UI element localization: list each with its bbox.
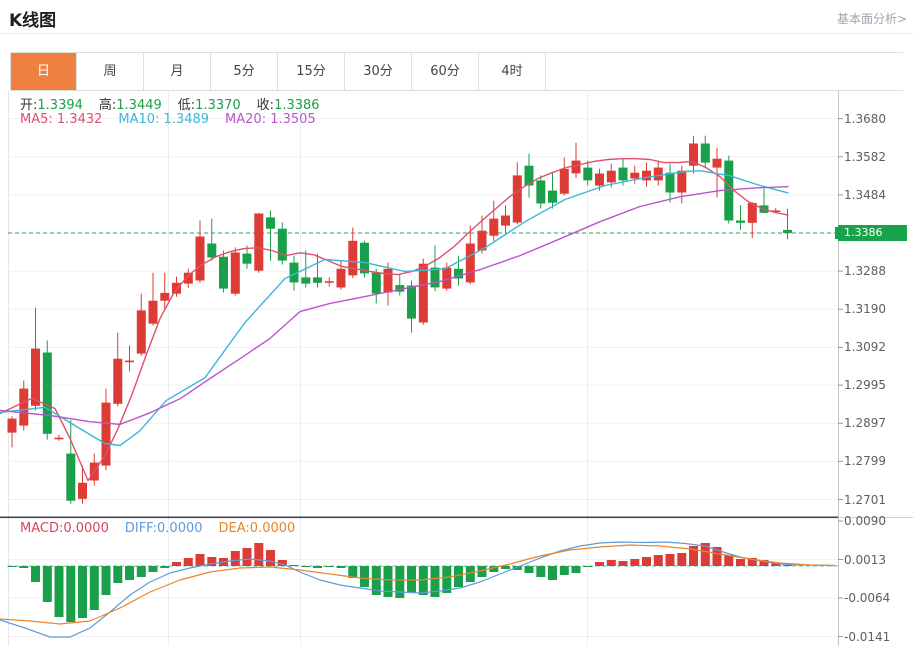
ma-item-3: MA20: 1.3505 [225,112,316,127]
price-axis-label: 1.3190 [844,302,886,317]
ma-item-2: MA10: 1.3489 [118,112,210,127]
ohlc-item-2: 高:1.3449 [98,98,162,113]
price-axis-label: 1.2799 [844,454,886,469]
macd-item-3: DEA:0.0000 [218,521,296,536]
period-tabbar: 日周月 5分 15分 30分 60分 4时 [10,52,903,91]
period-tab-1[interactable]: 日 [10,53,77,90]
page-title: K线图 [9,11,57,31]
macd-axis-label: 0.0013 [844,552,886,567]
price-axis-label: 1.2897 [844,416,886,431]
fundamental-analysis-link[interactable]: 基本面分析> [836,12,907,26]
period-tab-6[interactable]: 30分 [345,53,412,90]
price-axis-label: 1.3288 [844,264,886,279]
macd-axis-label: 0.0090 [844,514,886,528]
ohlc-legend: 开:1.3394 高:1.3449 低:1.3370 收:1.3386 [20,94,336,113]
ohlc-item-1: 开:1.3394 [20,98,83,113]
macd-item-1: MACD:0.0000 [20,521,109,536]
period-tab-8[interactable]: 4时 [479,53,546,90]
macd-axis-label: -0.0141 [844,629,891,644]
price-axis-label: 1.3582 [844,149,886,164]
ohlc-item-3: 低:1.3370 [177,98,241,113]
period-tab-5[interactable]: 15分 [278,53,345,90]
price-axis-label: 1.3092 [844,340,886,355]
price-axis-label: 1.3484 [844,187,886,202]
macd-legend: MACD:0.0000 DIFF:0.0000 DEA:0.0000 [20,521,311,536]
price-axis-label: 1.2701 [844,492,886,507]
period-tab-4[interactable]: 5分 [211,53,278,90]
price-axis-label: 1.3680 [844,111,886,126]
ma-item-1: MA5: 1.3432 [20,112,103,127]
ma-legend: MA5: 1.3432 MA10: 1.3489 MA20: 1.3505 [20,112,332,127]
last-price-pill: 1.3386 [838,225,907,241]
period-tab-2[interactable]: 周 [77,53,144,90]
price-axis-label: 1.2995 [844,378,886,393]
header-divider [0,33,913,34]
period-tab-7[interactable]: 60分 [412,53,479,90]
macd-item-2: DIFF:0.0000 [124,521,203,536]
ohlc-item-4: 收:1.3386 [256,98,320,113]
macd-axis-label: -0.0064 [844,591,891,605]
period-tab-3[interactable]: 月 [144,53,211,90]
